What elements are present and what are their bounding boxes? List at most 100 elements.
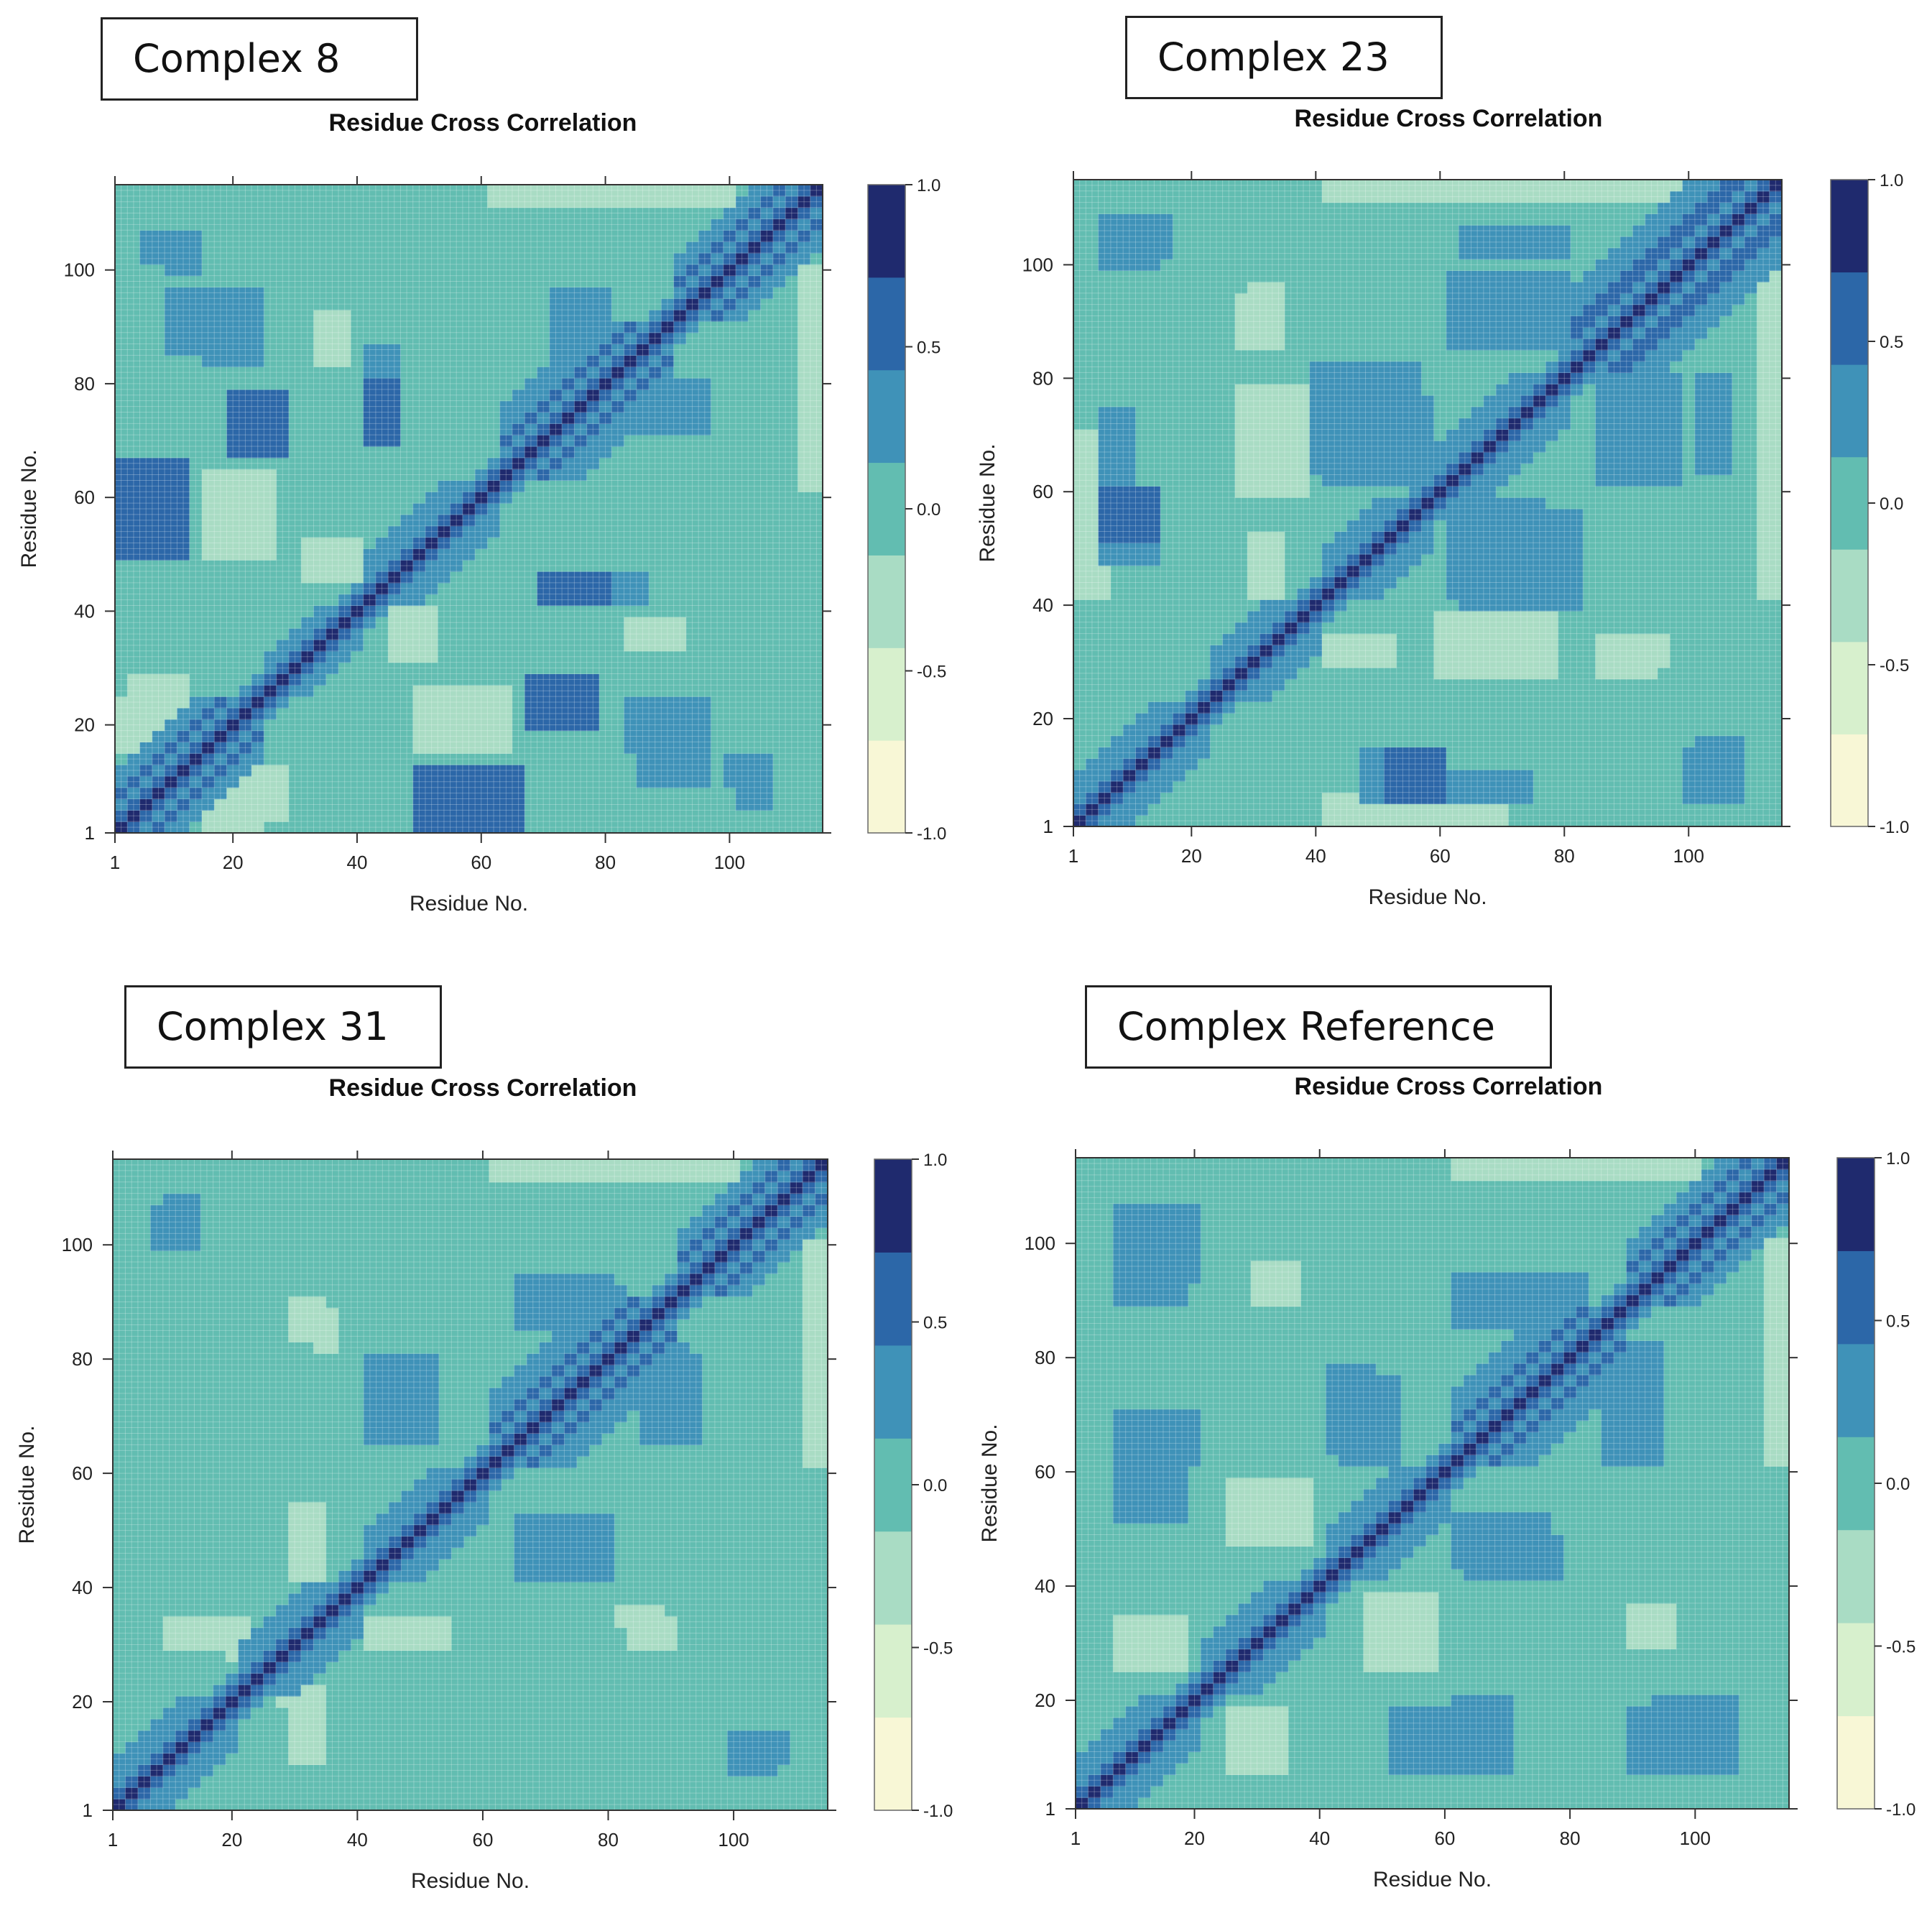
heatmap-cell bbox=[351, 810, 364, 822]
heatmap-cell bbox=[214, 264, 228, 277]
heatmap-cell bbox=[1086, 713, 1099, 725]
heatmap-cell bbox=[685, 571, 699, 584]
heatmap-cell bbox=[425, 765, 438, 777]
heatmap-cell bbox=[711, 639, 724, 652]
heatmap-cell bbox=[325, 446, 339, 458]
heatmap-cell bbox=[115, 719, 128, 732]
heatmap-cell bbox=[351, 344, 364, 356]
heatmap-cell bbox=[177, 310, 190, 322]
heatmap-cell bbox=[649, 195, 662, 208]
heatmap-cell bbox=[685, 821, 699, 834]
heatmap-cell bbox=[785, 355, 799, 367]
heatmap-cell bbox=[748, 423, 762, 435]
heatmap-cell bbox=[487, 207, 501, 220]
heatmap-cell bbox=[438, 514, 451, 527]
heatmap-cell bbox=[736, 321, 749, 333]
heatmap-cell bbox=[512, 400, 525, 413]
heatmap-cell bbox=[748, 241, 762, 254]
heatmap-cell bbox=[512, 457, 525, 470]
heatmap-cell bbox=[649, 753, 662, 765]
heatmap-cell bbox=[760, 650, 774, 663]
heatmap-cell bbox=[226, 310, 240, 322]
heatmap-cell bbox=[798, 571, 811, 584]
heatmap-cell bbox=[1073, 292, 1086, 305]
heatmap-cell bbox=[760, 753, 774, 765]
heatmap-cell bbox=[649, 218, 662, 231]
heatmap-cell bbox=[685, 650, 699, 663]
heatmap-cell bbox=[239, 650, 252, 663]
heatmap-cell bbox=[562, 321, 575, 333]
heatmap-cell bbox=[636, 321, 650, 333]
heatmap-cell bbox=[226, 252, 240, 265]
heatmap-cell bbox=[562, 548, 575, 561]
heatmap-cell bbox=[611, 673, 625, 686]
heatmap-cell bbox=[586, 594, 600, 607]
heatmap-cell bbox=[524, 241, 538, 254]
heatmap-cell bbox=[562, 344, 575, 356]
heatmap-cell bbox=[375, 582, 389, 595]
heatmap-cell bbox=[611, 207, 625, 220]
heatmap-cell bbox=[425, 492, 438, 504]
heatmap-cell bbox=[152, 378, 165, 390]
heatmap-cell bbox=[165, 742, 177, 754]
heatmap-cell bbox=[1073, 645, 1086, 657]
heatmap-cell bbox=[549, 730, 563, 742]
heatmap-cell bbox=[239, 207, 252, 220]
heatmap-cell bbox=[288, 446, 302, 458]
heatmap-cell bbox=[288, 321, 302, 333]
heatmap-cell bbox=[549, 332, 563, 345]
heatmap-cell bbox=[301, 628, 315, 640]
heatmap-cell bbox=[139, 753, 153, 765]
heatmap-cell bbox=[772, 241, 786, 254]
heatmap-cell bbox=[165, 492, 177, 504]
heatmap-cell bbox=[438, 480, 451, 492]
heatmap-cell bbox=[624, 810, 637, 822]
heatmap-cell bbox=[363, 525, 376, 538]
heatmap-cell bbox=[649, 537, 662, 549]
heatmap-cell bbox=[736, 798, 749, 811]
heatmap-cell bbox=[450, 492, 463, 504]
heatmap-cell bbox=[810, 525, 823, 538]
heatmap-cell bbox=[325, 252, 339, 265]
heatmap-cell bbox=[649, 185, 662, 197]
heatmap-cell bbox=[499, 412, 513, 424]
heatmap-cell bbox=[562, 185, 575, 197]
heatmap-cell bbox=[549, 252, 563, 265]
heatmap-cell bbox=[487, 230, 501, 242]
heatmap-cell bbox=[1123, 758, 1137, 770]
heatmap-cell bbox=[748, 514, 762, 527]
heatmap-cell bbox=[325, 537, 339, 549]
heatmap-cell bbox=[736, 298, 749, 310]
heatmap-cell bbox=[425, 673, 438, 686]
heatmap-cell bbox=[425, 617, 438, 629]
heatmap-cell bbox=[139, 685, 153, 697]
heatmap-cell bbox=[388, 355, 402, 367]
heatmap-cell bbox=[375, 571, 389, 584]
heatmap-cell bbox=[251, 719, 264, 732]
heatmap-cell bbox=[351, 355, 364, 367]
heatmap-cell bbox=[760, 423, 774, 435]
heatmap-cell bbox=[798, 798, 811, 811]
heatmap-cell bbox=[537, 707, 550, 720]
heatmap-cell bbox=[201, 185, 215, 197]
heatmap-cell bbox=[698, 548, 712, 561]
heatmap-cell bbox=[1073, 724, 1086, 737]
heatmap-cell bbox=[810, 332, 823, 345]
heatmap-cell bbox=[711, 298, 724, 310]
heatmap-cell bbox=[127, 560, 141, 572]
heatmap-cell bbox=[201, 332, 215, 345]
heatmap-cell bbox=[127, 605, 141, 617]
heatmap-cell bbox=[772, 457, 786, 470]
heatmap-cell bbox=[698, 412, 712, 424]
heatmap-cell bbox=[251, 185, 264, 197]
heatmap-cell bbox=[624, 798, 637, 811]
heatmap-cell bbox=[425, 287, 438, 299]
heatmap-cell bbox=[425, 355, 438, 367]
heatmap-cell bbox=[785, 662, 799, 675]
heatmap-cell bbox=[412, 765, 426, 777]
heatmap-cell bbox=[537, 525, 550, 538]
heatmap-cell bbox=[450, 252, 463, 265]
heatmap-cell bbox=[288, 230, 302, 242]
heatmap-cell bbox=[165, 503, 177, 515]
heatmap-cell bbox=[524, 218, 538, 231]
